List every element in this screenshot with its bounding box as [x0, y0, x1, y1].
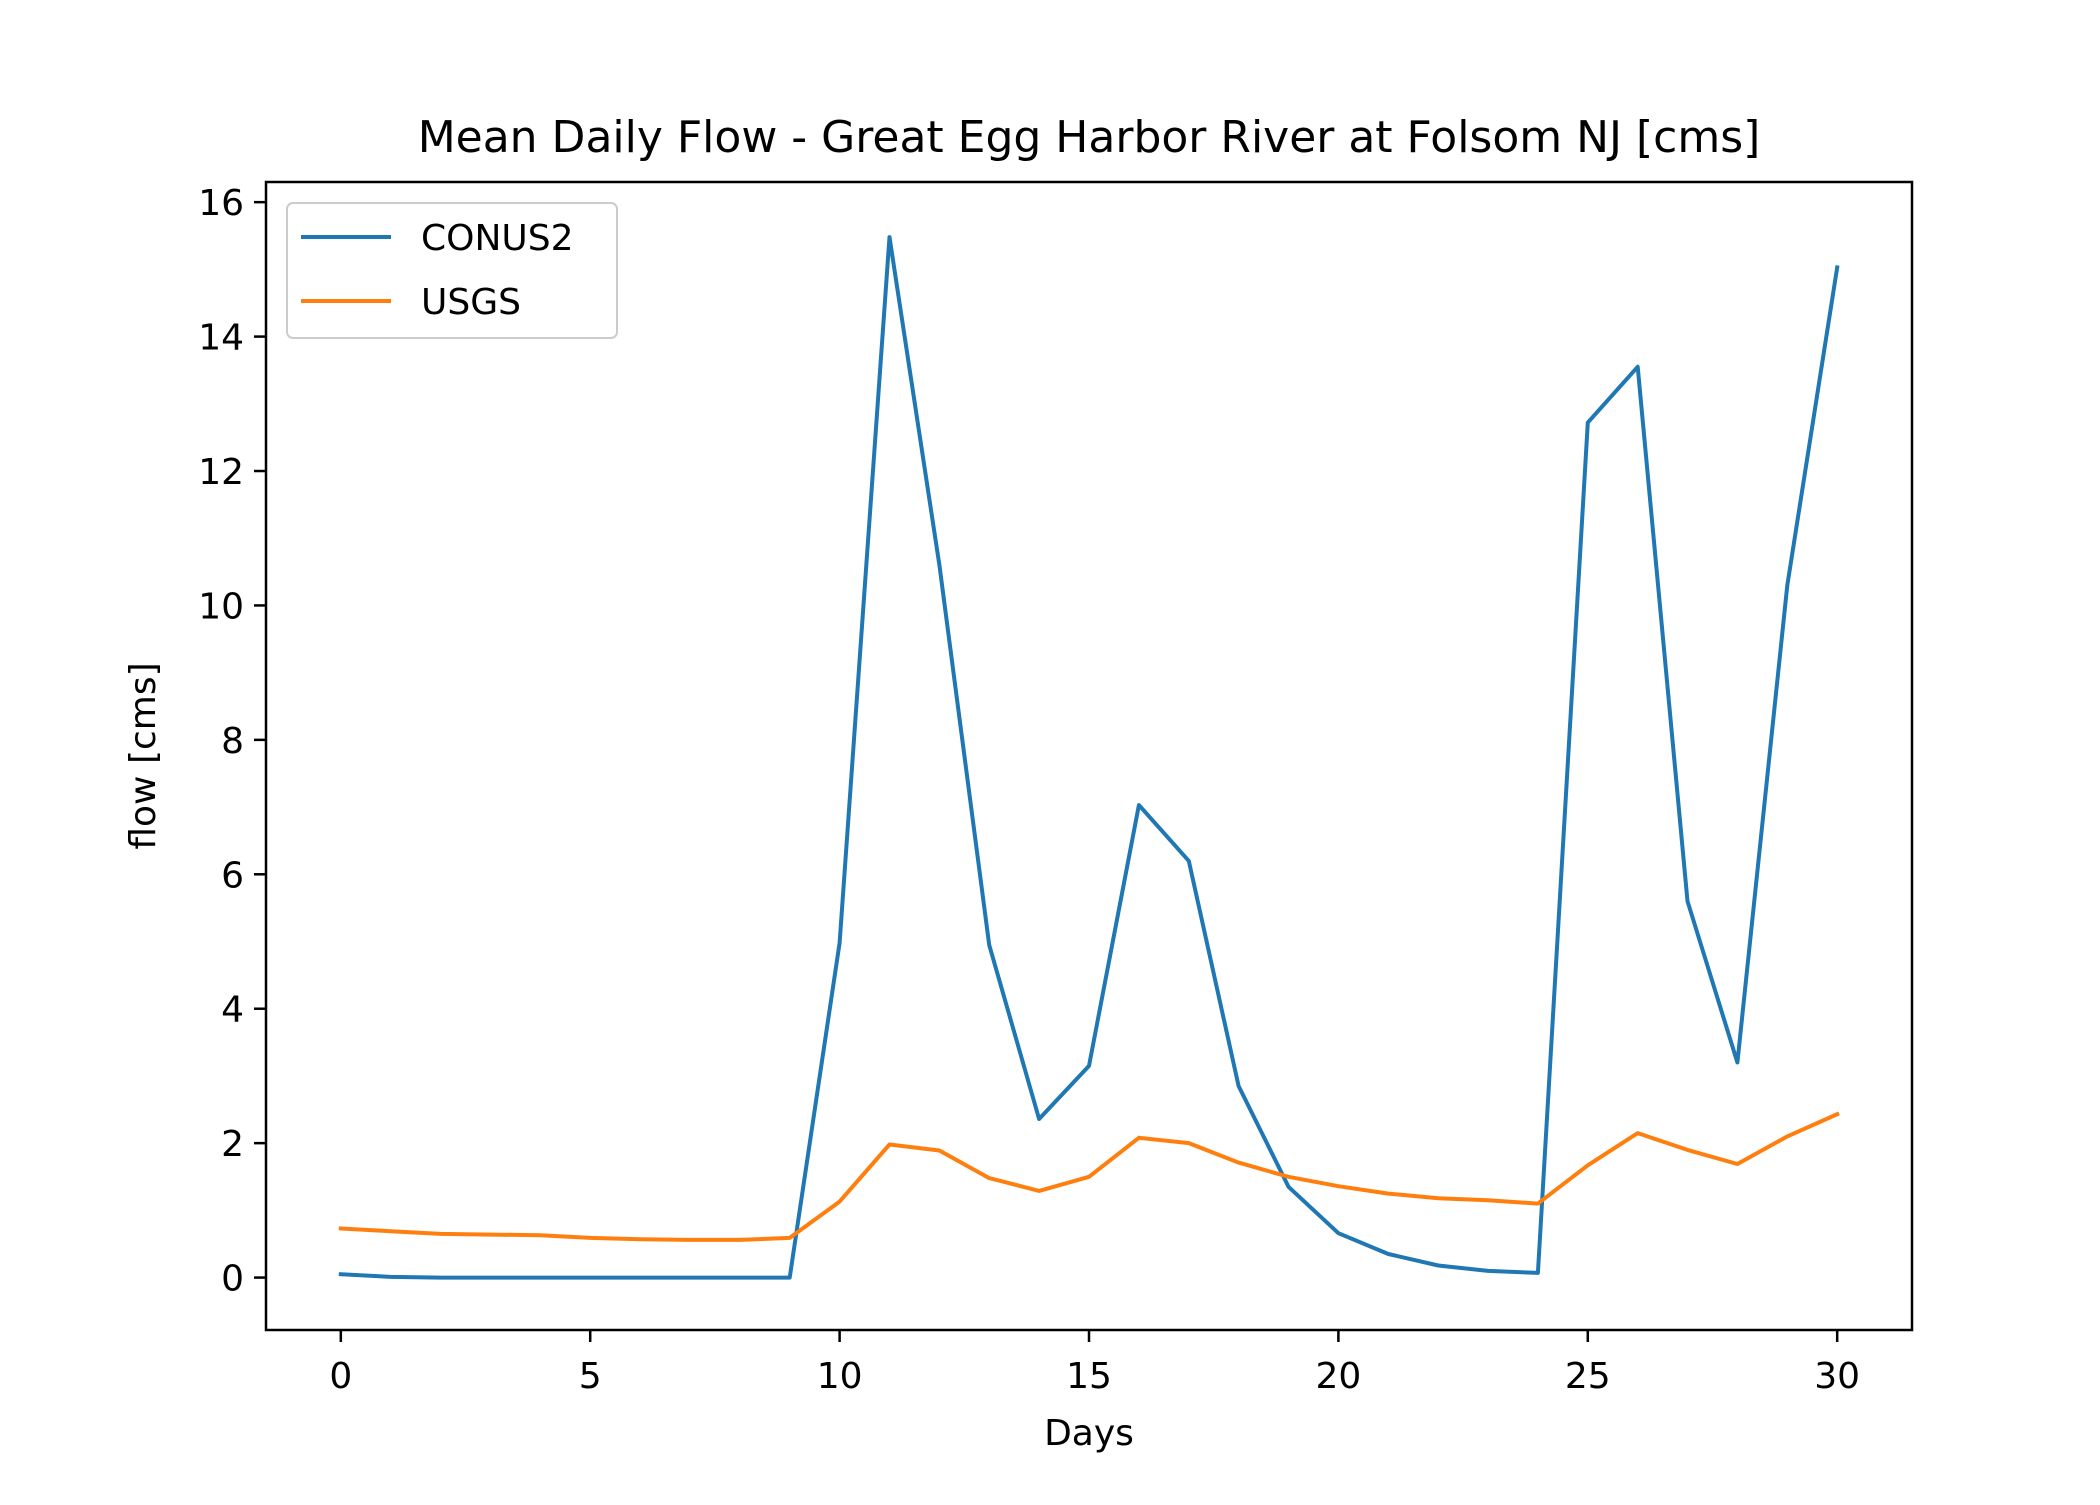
legend: CONUS2 USGS	[286, 202, 618, 339]
y-axis-label: flow [cms]	[123, 662, 164, 849]
y-tick-label: 16	[198, 183, 244, 224]
y-tick-label: 6	[221, 855, 244, 896]
x-tick-label: 0	[329, 1356, 352, 1397]
series-line-conus2	[338, 235, 1840, 1280]
legend-label-conus2: CONUS2	[421, 218, 574, 259]
x-tick-label: 15	[1066, 1356, 1112, 1397]
axis-ticks: 0 5 10 15 20 25 30 0 2 4 6 8 10 12 14 16	[198, 183, 1860, 1397]
x-axis-label: Days	[1044, 1413, 1134, 1454]
x-tick-label: 25	[1565, 1356, 1611, 1397]
y-tick-label: 10	[198, 586, 244, 627]
x-tick-label: 5	[579, 1356, 602, 1397]
y-tick-label: 12	[198, 452, 244, 493]
x-tick-label: 30	[1814, 1356, 1860, 1397]
y-tick-label: 2	[221, 1124, 244, 1165]
chart-title: Mean Daily Flow - Great Egg Harbor River…	[418, 112, 1761, 163]
y-tick-label: 14	[198, 318, 244, 359]
y-tick-label: 4	[221, 990, 244, 1031]
x-tick-label: 10	[817, 1356, 863, 1397]
series-line-usgs	[338, 1111, 1840, 1242]
plot-content	[338, 235, 1840, 1280]
x-tick-label: 20	[1315, 1356, 1361, 1397]
y-tick-label: 8	[221, 721, 244, 762]
y-tick-label: 0	[221, 1259, 244, 1300]
legend-label-usgs: USGS	[421, 282, 521, 323]
